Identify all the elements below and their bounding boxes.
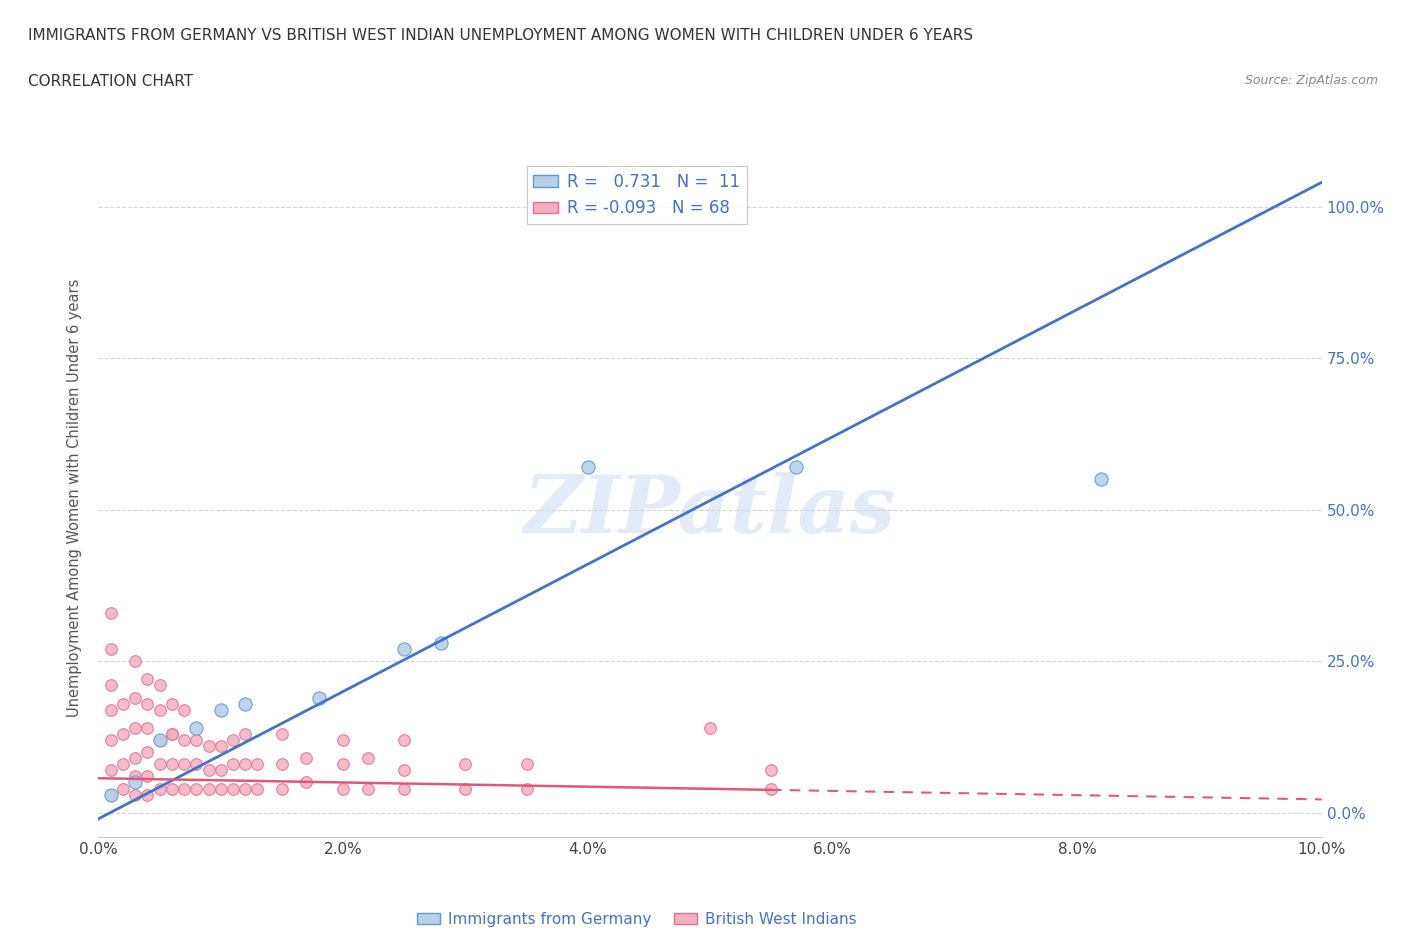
Point xyxy=(270,781,292,796)
Point xyxy=(124,751,146,765)
Point xyxy=(100,787,122,802)
Point xyxy=(197,763,219,777)
Point xyxy=(392,642,416,657)
Point xyxy=(222,781,245,796)
Point xyxy=(454,757,477,772)
Point xyxy=(173,702,195,717)
Point xyxy=(149,781,172,796)
Point xyxy=(136,787,159,802)
Point xyxy=(186,757,208,772)
Point xyxy=(1090,472,1112,486)
Point xyxy=(516,757,538,772)
Point xyxy=(136,769,159,784)
Point xyxy=(209,738,232,753)
Point xyxy=(356,781,378,796)
Point xyxy=(149,702,172,717)
Point xyxy=(100,642,122,657)
Point xyxy=(111,757,134,772)
Point xyxy=(100,605,122,620)
Point xyxy=(246,781,269,796)
Text: CORRELATION CHART: CORRELATION CHART xyxy=(28,74,193,89)
Point xyxy=(173,781,195,796)
Point xyxy=(246,757,269,772)
Point xyxy=(149,733,172,748)
Point xyxy=(209,763,232,777)
Point xyxy=(100,733,122,748)
Point xyxy=(100,678,122,693)
Y-axis label: Unemployment Among Women with Children Under 6 years: Unemployment Among Women with Children U… xyxy=(67,278,83,717)
Point xyxy=(111,697,134,711)
Point xyxy=(308,690,330,705)
Point xyxy=(149,733,172,748)
Point xyxy=(454,781,477,796)
Point xyxy=(332,781,354,796)
Point xyxy=(124,654,146,669)
Point xyxy=(759,763,782,777)
Point xyxy=(136,745,159,760)
Point xyxy=(392,763,416,777)
Point xyxy=(392,733,416,748)
Point xyxy=(209,702,232,717)
Text: ZIPatlas: ZIPatlas xyxy=(524,472,896,550)
Point xyxy=(111,781,134,796)
Point xyxy=(392,781,416,796)
Point xyxy=(295,775,318,790)
Point xyxy=(173,757,195,772)
Point xyxy=(100,787,122,802)
Point xyxy=(233,757,256,772)
Point xyxy=(759,781,782,796)
Point xyxy=(160,757,183,772)
Point xyxy=(149,757,172,772)
Point xyxy=(186,733,208,748)
Point xyxy=(785,459,807,474)
Legend: Immigrants from Germany, British West Indians: Immigrants from Germany, British West In… xyxy=(411,906,862,930)
Point xyxy=(356,751,378,765)
Point xyxy=(160,697,183,711)
Point xyxy=(430,635,453,650)
Point xyxy=(186,721,208,736)
Point xyxy=(233,726,256,741)
Point xyxy=(124,721,146,736)
Point xyxy=(222,733,245,748)
Point xyxy=(222,757,245,772)
Point xyxy=(136,672,159,687)
Point xyxy=(124,787,146,802)
Point xyxy=(197,738,219,753)
Point xyxy=(209,781,232,796)
Point xyxy=(197,781,219,796)
Point xyxy=(160,781,183,796)
Point xyxy=(332,757,354,772)
Point xyxy=(124,769,146,784)
Point xyxy=(111,726,134,741)
Point xyxy=(160,726,183,741)
Point xyxy=(233,781,256,796)
Point xyxy=(270,757,292,772)
Point xyxy=(173,733,195,748)
Point xyxy=(186,781,208,796)
Point xyxy=(576,459,599,474)
Point xyxy=(332,733,354,748)
Point xyxy=(160,726,183,741)
Point xyxy=(136,697,159,711)
Text: Source: ZipAtlas.com: Source: ZipAtlas.com xyxy=(1244,74,1378,87)
Point xyxy=(100,702,122,717)
Point xyxy=(149,678,172,693)
Point xyxy=(124,775,146,790)
Point xyxy=(233,697,256,711)
Point xyxy=(516,781,538,796)
Point xyxy=(270,726,292,741)
Point xyxy=(136,721,159,736)
Point xyxy=(699,721,721,736)
Point xyxy=(295,751,318,765)
Text: IMMIGRANTS FROM GERMANY VS BRITISH WEST INDIAN UNEMPLOYMENT AMONG WOMEN WITH CHI: IMMIGRANTS FROM GERMANY VS BRITISH WEST … xyxy=(28,28,973,43)
Point xyxy=(124,690,146,705)
Point xyxy=(100,763,122,777)
